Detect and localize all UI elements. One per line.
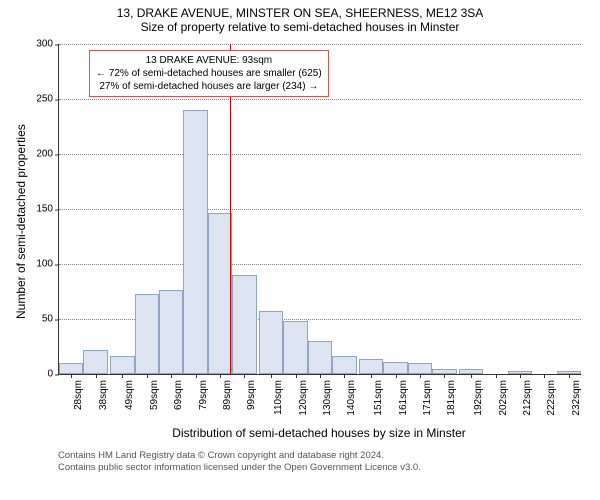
y-tick-label: 200 (36, 149, 59, 160)
chart-container: 13, DRAKE AVENUE, MINSTER ON SEA, SHEERN… (0, 0, 600, 500)
x-tick-label: 171sqm (420, 380, 433, 416)
y-tick-label: 250 (36, 94, 59, 105)
x-tick-label: 79sqm (196, 380, 209, 410)
chart-subtitle: Size of property relative to semi-detach… (0, 20, 600, 38)
footer-line-1: Contains HM Land Registry data © Crown c… (58, 450, 421, 462)
grid-line (59, 44, 581, 45)
x-tick-mark (544, 374, 545, 378)
x-tick-mark (420, 374, 421, 378)
y-tick-label: 50 (42, 314, 59, 325)
x-tick-label: 99sqm (244, 380, 257, 410)
x-tick-mark (444, 374, 445, 378)
histogram-bar (308, 341, 332, 374)
histogram-bar (135, 294, 159, 374)
y-tick-label: 0 (47, 369, 59, 380)
x-tick-mark (171, 374, 172, 378)
x-tick-mark (122, 374, 123, 378)
histogram-bar (332, 356, 356, 374)
y-tick-label: 100 (36, 259, 59, 270)
histogram-bar (83, 350, 107, 374)
histogram-bar (259, 311, 283, 374)
x-tick-mark (271, 374, 272, 378)
x-tick-label: 38sqm (96, 380, 109, 410)
x-tick-mark (396, 374, 397, 378)
x-tick-label: 161sqm (396, 380, 409, 416)
footer-line-2: Contains public sector information licen… (58, 462, 421, 474)
x-tick-label: 120sqm (296, 380, 309, 416)
x-tick-label: 151sqm (371, 380, 384, 416)
x-tick-mark (71, 374, 72, 378)
histogram-bar (359, 359, 383, 374)
x-tick-mark (520, 374, 521, 378)
x-tick-label: 69sqm (171, 380, 184, 410)
histogram-bar (283, 321, 307, 374)
footer-attribution: Contains HM Land Registry data © Crown c… (58, 450, 421, 475)
histogram-bar (208, 213, 232, 374)
histogram-bar (408, 363, 432, 374)
x-tick-label: 49sqm (122, 380, 135, 410)
y-tick-label: 150 (36, 204, 59, 215)
histogram-bar (232, 275, 256, 374)
x-tick-label: 232sqm (569, 380, 582, 416)
y-axis-label: Number of semi-detached properties (14, 124, 28, 319)
x-tick-label: 89sqm (220, 380, 233, 410)
x-tick-mark (220, 374, 221, 378)
histogram-bar (159, 290, 183, 374)
x-tick-mark (244, 374, 245, 378)
grid-line (59, 209, 581, 210)
grid-line (59, 154, 581, 155)
x-tick-label: 59sqm (147, 380, 160, 410)
plot-area: 05010015020025030028sqm38sqm49sqm59sqm69… (58, 44, 581, 375)
histogram-bar (59, 363, 83, 374)
info-box-line: 27% of semi-detached houses are larger (… (96, 80, 322, 93)
x-tick-mark (320, 374, 321, 378)
x-tick-mark (96, 374, 97, 378)
x-tick-mark (569, 374, 570, 378)
info-box-line: ← 72% of semi-detached houses are smalle… (96, 67, 322, 80)
x-tick-mark (344, 374, 345, 378)
info-box-line: 13 DRAKE AVENUE: 93sqm (96, 54, 322, 67)
grid-line (59, 264, 581, 265)
histogram-bar (110, 356, 134, 374)
chart-title: 13, DRAKE AVENUE, MINSTER ON SEA, SHEERN… (0, 0, 600, 20)
x-tick-label: 212sqm (520, 380, 533, 416)
x-tick-label: 130sqm (320, 380, 333, 416)
x-tick-mark (371, 374, 372, 378)
y-tick-label: 300 (36, 39, 59, 50)
x-axis-label: Distribution of semi-detached houses by … (58, 426, 580, 440)
x-tick-mark (147, 374, 148, 378)
x-tick-mark (296, 374, 297, 378)
x-tick-mark (471, 374, 472, 378)
histogram-bar (383, 362, 407, 374)
x-tick-mark (496, 374, 497, 378)
info-box: 13 DRAKE AVENUE: 93sqm← 72% of semi-deta… (89, 50, 329, 97)
x-tick-label: 140sqm (344, 380, 357, 416)
x-tick-label: 28sqm (71, 380, 84, 410)
x-tick-mark (196, 374, 197, 378)
x-tick-label: 110sqm (271, 380, 284, 415)
histogram-bar (183, 110, 207, 374)
x-tick-label: 192sqm (471, 380, 484, 416)
x-tick-label: 222sqm (544, 380, 557, 416)
x-tick-label: 181sqm (444, 380, 457, 416)
x-tick-label: 202sqm (496, 380, 509, 416)
grid-line (59, 99, 581, 100)
